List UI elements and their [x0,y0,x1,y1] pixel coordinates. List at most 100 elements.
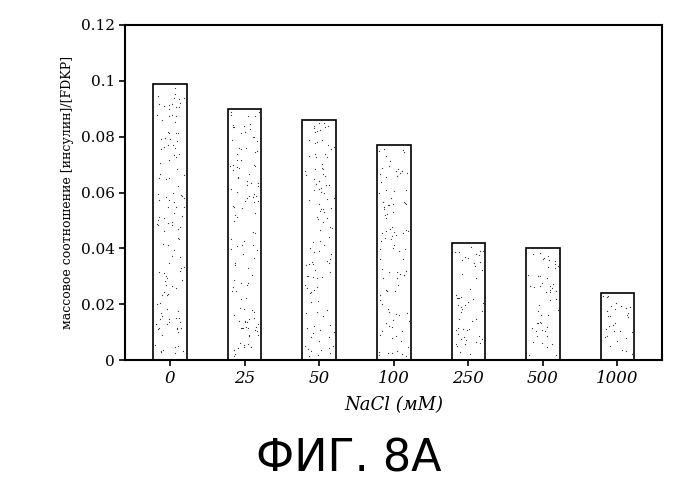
Point [603,312,614,320]
Point [167,189,178,197]
Point [229,260,240,268]
Point [308,286,319,294]
Point [174,100,185,108]
Point [391,310,402,318]
Point [394,270,405,278]
Point [229,211,240,219]
Point [250,192,261,200]
Point [386,334,397,342]
Point [454,316,465,324]
Point [237,204,248,212]
Point [157,116,168,124]
Point [551,296,562,304]
Point [152,220,163,228]
Point [475,247,486,255]
Point [308,174,319,182]
Point [314,177,325,185]
Point [459,301,470,309]
Point [538,254,549,262]
Point [459,340,470,347]
Point [526,324,537,332]
Point [170,203,181,211]
Point [231,188,243,196]
Point [312,298,323,306]
Point [450,292,461,300]
Point [536,311,547,319]
Point [385,226,396,234]
Point [376,266,388,274]
Point [533,301,544,309]
Point [311,308,322,316]
Point [452,330,463,338]
Point [247,194,259,202]
Point [453,302,464,310]
Point [237,324,248,332]
Point [318,166,329,173]
Point [233,174,244,182]
Point [240,316,251,324]
Bar [153,84,187,360]
Point [247,228,258,236]
Point [236,324,247,332]
Point [229,218,240,226]
Point [542,274,553,282]
Point [604,312,615,320]
Point [381,214,392,222]
Point [174,222,185,230]
Point [401,200,412,208]
Point [384,158,395,166]
Point [178,94,190,102]
Point [177,347,188,355]
Point [397,229,408,237]
Point [466,318,477,326]
Point [316,188,327,196]
Point [163,112,174,120]
Point [299,342,310,349]
Point [154,160,165,168]
Point [535,318,546,326]
Point [303,136,314,144]
Point [378,198,389,206]
Point [533,319,544,327]
Point [164,196,175,204]
Point [316,136,328,143]
Point [319,172,330,180]
Point [313,338,324,345]
Point [314,178,325,186]
Point [153,325,164,333]
Point [178,264,190,272]
Point [389,228,400,236]
Point [400,352,411,360]
Point [156,291,167,299]
Point [615,302,627,310]
Point [383,202,394,209]
Point [397,350,408,358]
Point [316,164,328,172]
Point [167,112,178,120]
Point [245,120,256,128]
Point [239,236,250,244]
Point [382,286,393,294]
Point [470,274,482,282]
Point [616,346,627,354]
Point [313,215,324,223]
Point [159,288,170,296]
Point [155,145,167,153]
Point [251,327,262,335]
Point [622,308,633,316]
Point [153,221,164,229]
Point [328,342,339,350]
Point [242,264,253,272]
Point [323,232,335,240]
Point [319,241,330,249]
Point [468,258,480,266]
Point [542,252,553,260]
Point [476,307,487,315]
Point [229,276,240,284]
Point [374,348,385,356]
Point [381,286,392,294]
Point [300,309,312,317]
Point [464,326,475,334]
Point [248,190,259,198]
Point [460,336,471,344]
